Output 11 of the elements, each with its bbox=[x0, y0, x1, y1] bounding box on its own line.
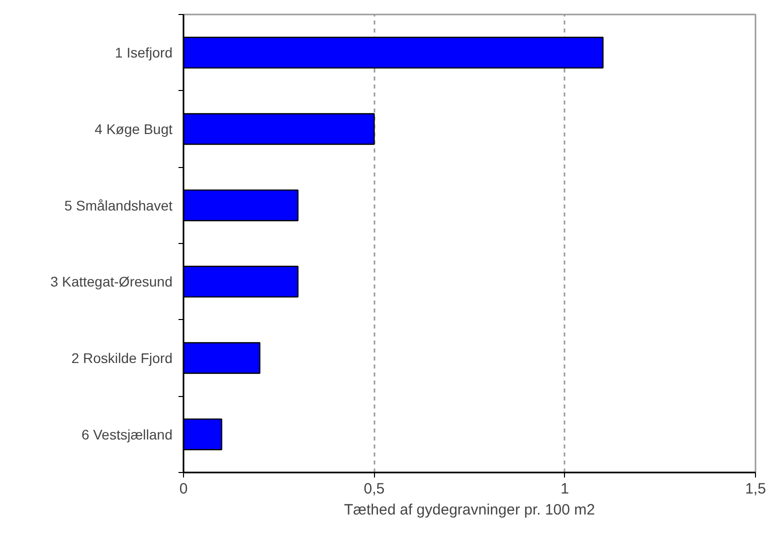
y-tick-label: 6 Vestsjælland bbox=[81, 426, 173, 442]
y-tick-label: 4 Køge Bugt bbox=[94, 121, 173, 137]
y-tick-label: 2 Roskilde Fjord bbox=[71, 350, 173, 366]
x-tick-label: 0,5 bbox=[364, 480, 385, 498]
x-tick-label: 1,5 bbox=[745, 480, 766, 498]
x-tick-label: 1 bbox=[560, 480, 570, 498]
y-tick-label: 1 Isefjord bbox=[114, 44, 173, 61]
y-tick-label: 5 Smålandshavet bbox=[64, 197, 173, 214]
y-tick-label: 3 Kattegat-Øresund bbox=[50, 274, 172, 290]
x-tick-label: 0 bbox=[179, 480, 188, 498]
x-axis-title: Tæthed af gydegravninger pr. 100 m2 bbox=[344, 502, 596, 518]
